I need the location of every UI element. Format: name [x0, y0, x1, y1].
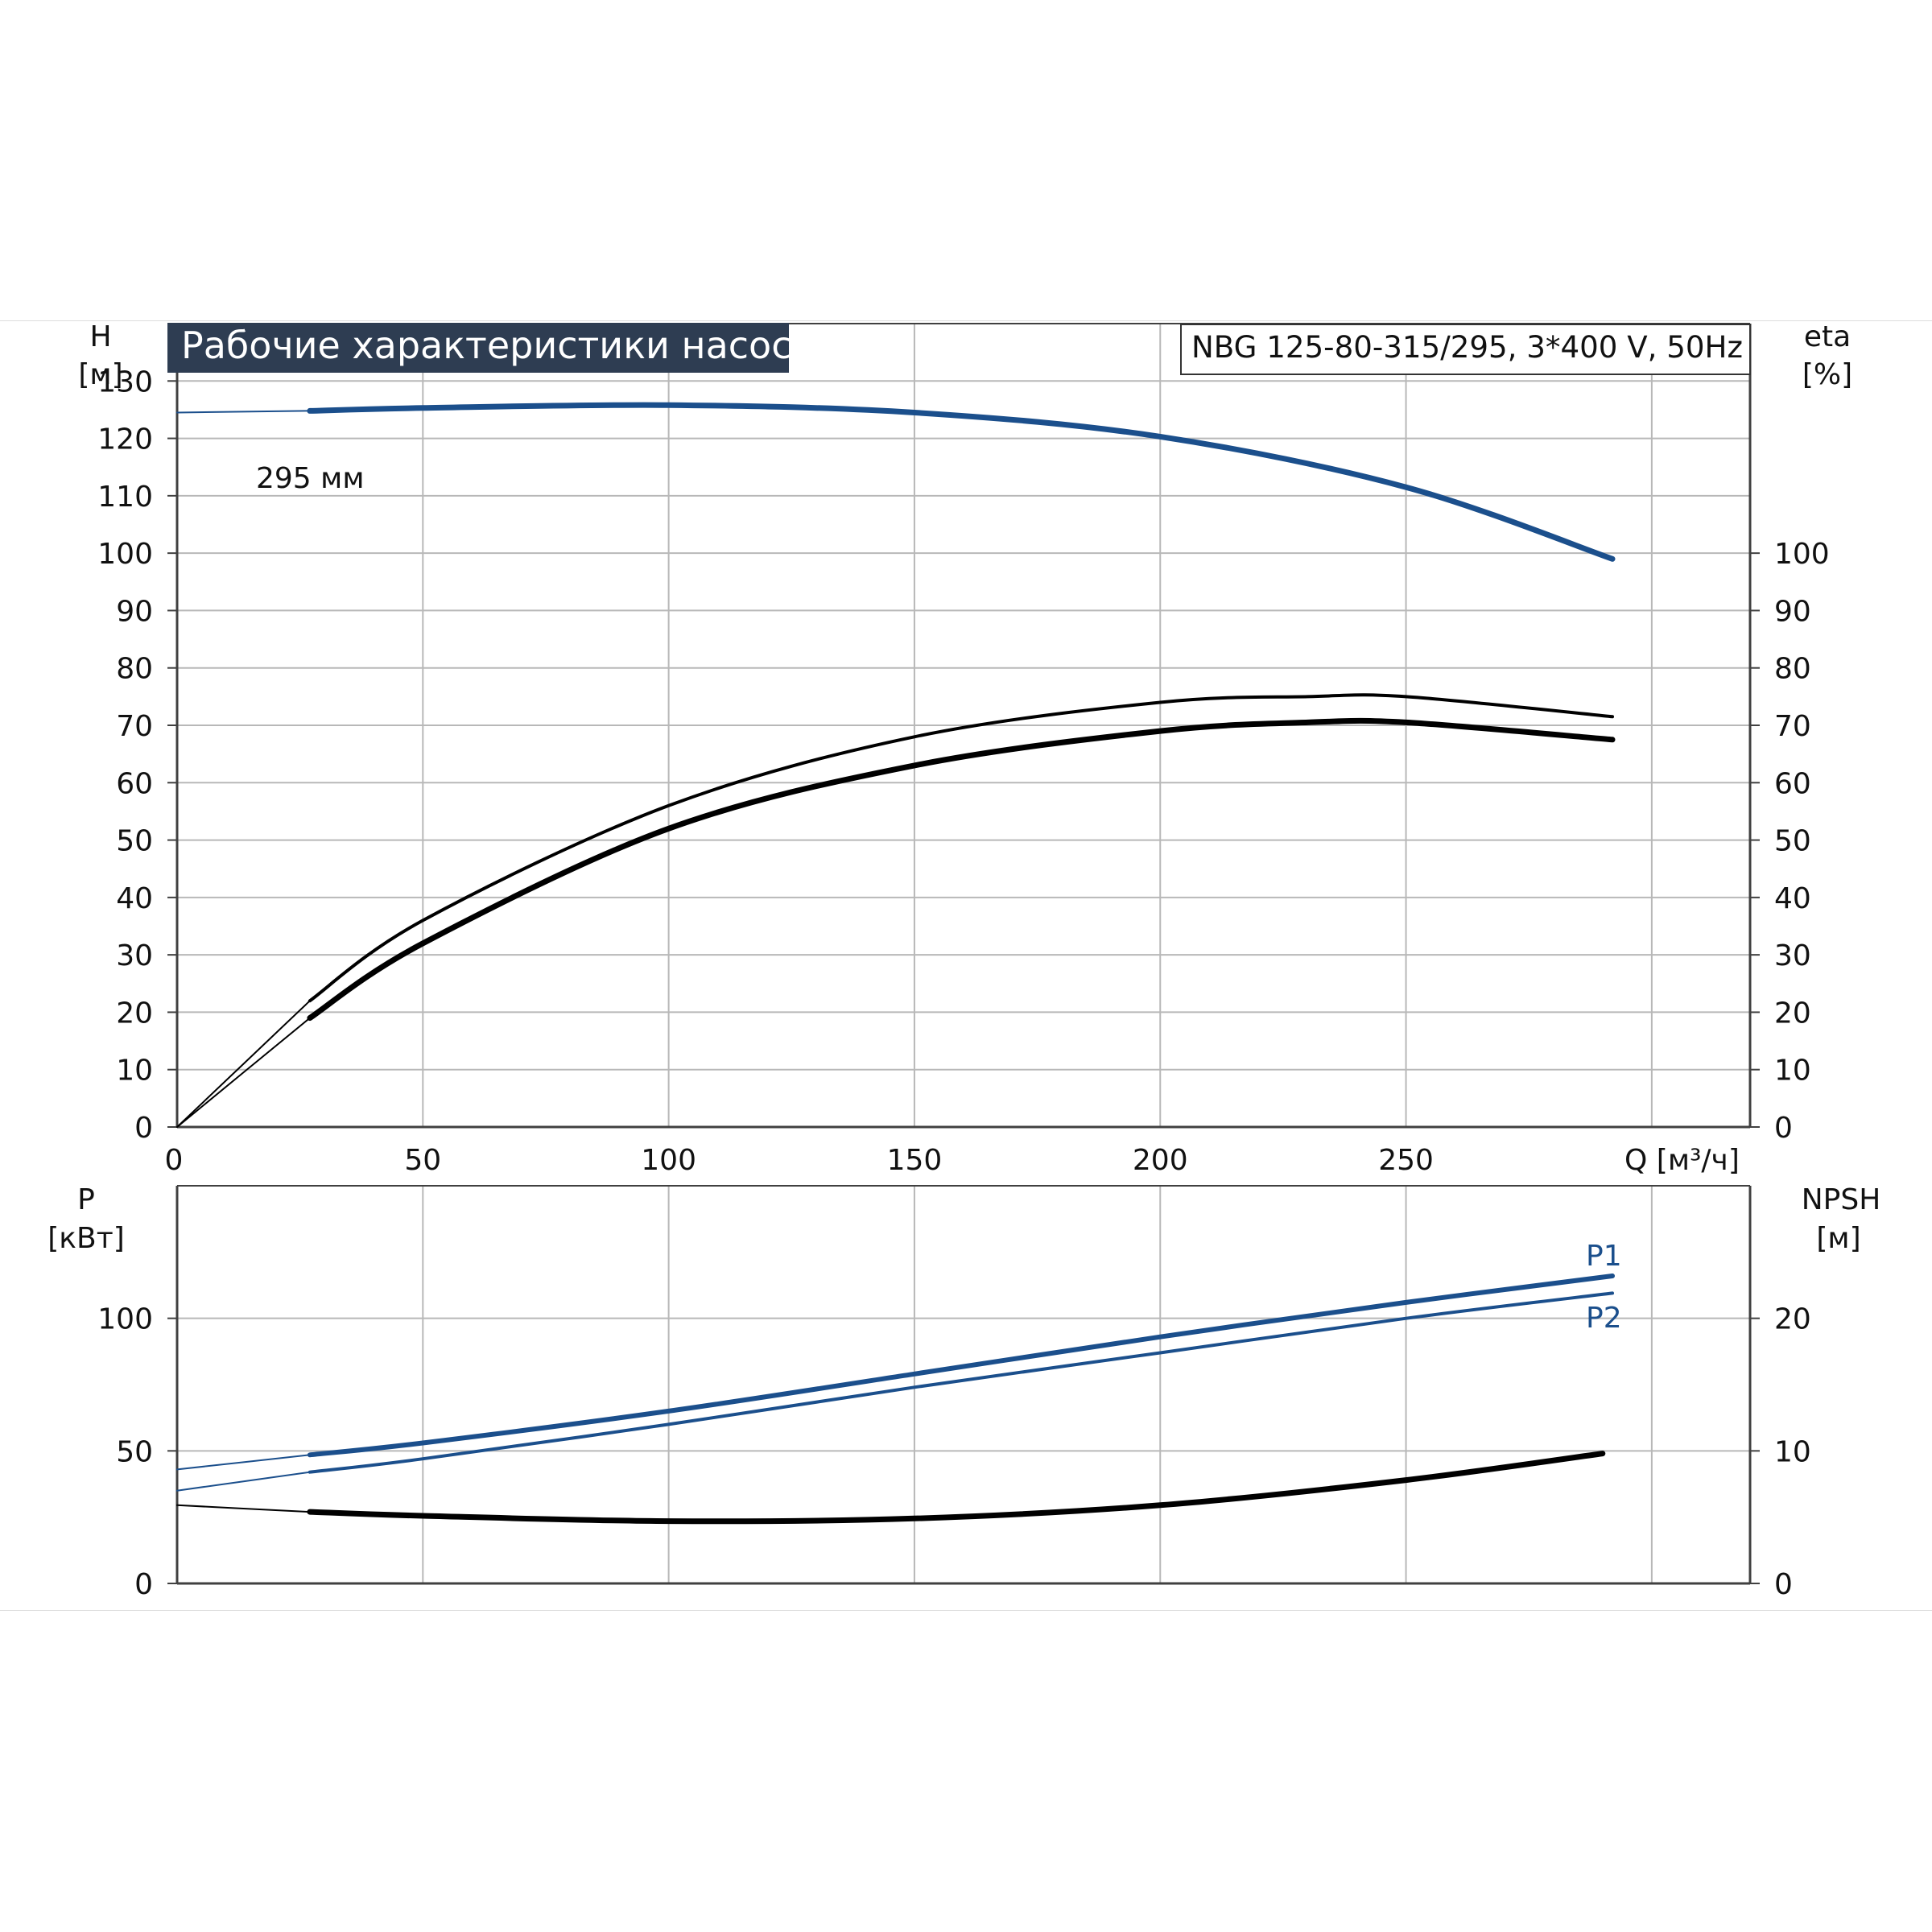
series-layer	[176, 402, 1616, 1525]
bottom-separator	[0, 1610, 1932, 1611]
right-tick-label: 20	[1774, 1303, 1811, 1336]
left-tick-label: 60	[116, 767, 153, 800]
series-lead-in-head	[176, 410, 311, 414]
right-tick-label: 40	[1774, 882, 1811, 915]
p2-series-label: P2	[1586, 1302, 1622, 1335]
left-tick-label: 0	[134, 1568, 153, 1601]
x-tick-label: 0	[165, 1144, 184, 1177]
left-tick-label: 50	[116, 825, 153, 858]
labels-layer: 0102030405060708090100110120130010203040…	[97, 365, 1829, 1601]
left-tick-label: 70	[116, 710, 153, 743]
chart-title: Рабочие характеристики насоса	[181, 324, 815, 367]
left-tick-label: 130	[97, 365, 153, 398]
left-tick-label: 120	[97, 423, 153, 456]
right-tick-label: 70	[1774, 710, 1811, 743]
right-tick-label: 80	[1774, 653, 1811, 686]
left-tick-label: 90	[116, 595, 153, 628]
left-tick-label: 80	[116, 653, 153, 686]
series-lead-in-P1	[176, 1454, 311, 1471]
npsh-axis-title: NPSH	[1802, 1183, 1881, 1216]
right-tick-label: 90	[1774, 595, 1811, 628]
left-tick-label: 0	[134, 1112, 153, 1145]
left-tick-label: 10	[116, 1055, 153, 1088]
grid-layer	[177, 323, 1750, 1583]
impeller-diameter-label: 295 мм	[256, 462, 364, 495]
right-tick-label: 0	[1774, 1568, 1793, 1601]
right-tick-label: 30	[1774, 939, 1811, 972]
npsh-axis-unit: [м]	[1816, 1222, 1860, 1255]
left-tick-label: 40	[116, 882, 153, 915]
right-tick-label: 0	[1774, 1112, 1793, 1145]
right-tick-label: 20	[1774, 997, 1811, 1030]
series-lead-in-P2	[176, 1471, 311, 1492]
series-line-P1	[307, 1274, 1615, 1458]
right-tick-label: 10	[1774, 1055, 1811, 1088]
eta-axis-title: eta	[1804, 320, 1851, 353]
left-tick-label: 110	[97, 481, 153, 514]
x-tick-label: 250	[1378, 1144, 1434, 1177]
model-label: NBG 125-80-315/295, 3*400 V, 50Hz	[1191, 330, 1743, 365]
right-tick-label: 10	[1774, 1435, 1811, 1468]
top-separator	[0, 320, 1932, 321]
title-background	[167, 323, 789, 373]
p-axis-unit: [кВт]	[47, 1222, 125, 1255]
series-line-npsh	[307, 1451, 1606, 1525]
series-lead-in-eta-2	[176, 1017, 311, 1128]
right-tick-label: 60	[1774, 767, 1811, 800]
left-tick-label: 100	[97, 538, 153, 571]
left-tick-label: 30	[116, 939, 153, 972]
series-line-P2	[308, 1291, 1614, 1474]
x-tick-label: 200	[1133, 1144, 1188, 1177]
p-axis-title: P	[77, 1183, 95, 1216]
series-lead-in-eta-1	[176, 1000, 311, 1128]
p1-series-label: P1	[1586, 1240, 1622, 1273]
model-box	[1180, 324, 1751, 375]
series-line-eta-1	[308, 693, 1614, 1003]
series-lead-in-npsh	[176, 1504, 311, 1513]
left-tick-label: 20	[116, 997, 153, 1030]
series-line-head	[307, 402, 1616, 562]
left-tick-label: 100	[97, 1303, 153, 1336]
right-tick-label: 100	[1774, 538, 1830, 571]
x-tick-label: 50	[404, 1144, 441, 1177]
x-tick-label: 100	[641, 1144, 696, 1177]
q-axis-title: Q [м³/ч]	[1624, 1144, 1740, 1177]
eta-axis-unit: [%]	[1802, 358, 1852, 391]
h-axis-title: H	[89, 320, 111, 353]
right-tick-label: 50	[1774, 825, 1811, 858]
h-axis-unit: [м]	[78, 358, 122, 391]
left-tick-label: 50	[116, 1435, 153, 1468]
series-line-eta-2	[307, 717, 1616, 1022]
x-tick-label: 150	[887, 1144, 943, 1177]
